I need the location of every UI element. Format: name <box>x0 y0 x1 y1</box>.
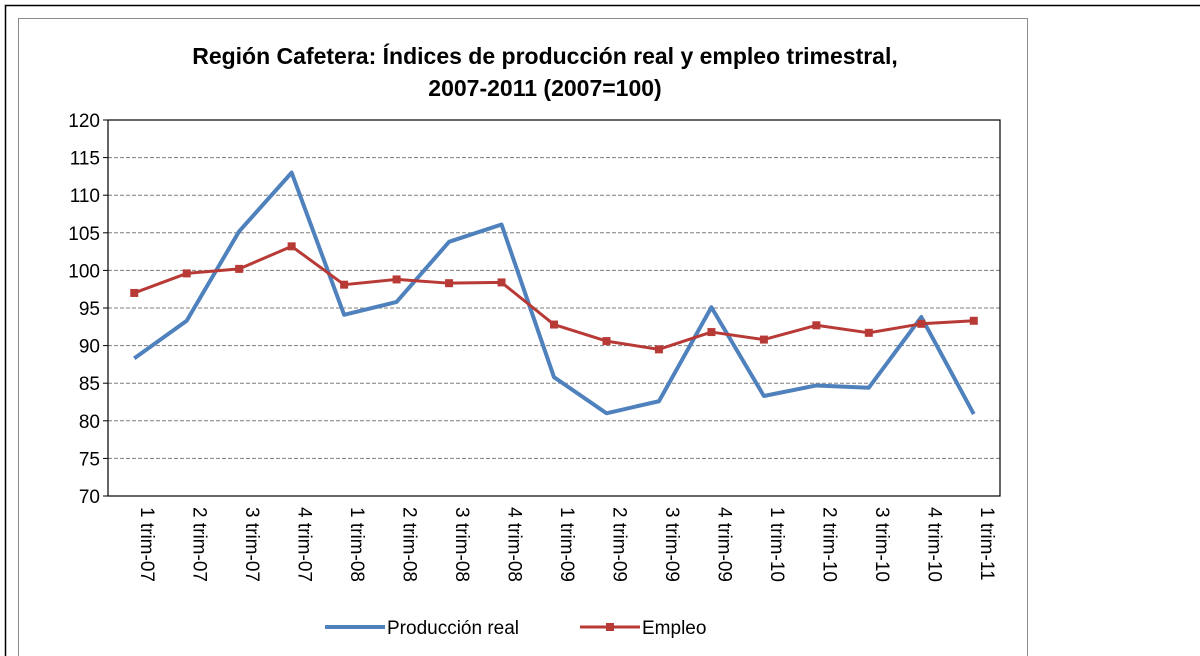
series-marker <box>812 321 821 330</box>
series-marker <box>287 242 296 251</box>
x-tick-label: 4 trim-10 <box>923 507 944 582</box>
series-marker <box>759 335 768 344</box>
series-marker <box>707 328 716 337</box>
y-tick-label: 75 <box>79 449 100 470</box>
legend-marker <box>606 623 614 631</box>
series-marker <box>917 319 926 328</box>
x-tick-label: 1 trim-07 <box>136 507 157 582</box>
x-tick-label: 2 trim-07 <box>189 507 210 582</box>
series-marker <box>130 288 139 297</box>
x-tick-label: 3 trim-10 <box>871 507 892 582</box>
y-tick-label: 115 <box>70 149 100 170</box>
x-tick-label: 2 trim-09 <box>608 507 629 582</box>
series-marker <box>969 316 978 325</box>
series-line <box>133 170 976 416</box>
x-tick-label: 2 trim-10 <box>818 507 839 582</box>
series-marker <box>340 280 349 289</box>
x-tick-label: 4 trim-09 <box>713 507 734 582</box>
legend-label: Producción real <box>387 618 519 639</box>
x-tick-label: 1 trim-09 <box>556 507 577 582</box>
y-tick-label: 110 <box>70 186 100 207</box>
chart-title: Región Cafetera: Índices de producción r… <box>192 43 898 101</box>
legend-label: Empleo <box>642 618 706 639</box>
series-marker <box>235 264 244 273</box>
x-tick-label: 3 trim-07 <box>241 507 262 582</box>
series-marker <box>445 279 454 288</box>
x-tick-label: 1 trim-10 <box>766 507 787 582</box>
y-tick-label: 80 <box>79 412 100 433</box>
y-tick-label: 120 <box>68 111 100 132</box>
x-tick-label: 3 trim-09 <box>661 507 682 582</box>
outer-frame <box>4 4 1200 656</box>
series-marker <box>654 345 663 354</box>
x-tick-label: 4 trim-07 <box>294 507 315 582</box>
y-tick-label: 70 <box>79 487 100 508</box>
series-marker <box>392 275 401 284</box>
x-tick-label: 1 trim-11 <box>976 507 997 581</box>
series-marker <box>602 337 611 346</box>
x-tick-label: 1 trim-08 <box>346 507 367 582</box>
chart-frame <box>18 18 1028 656</box>
x-tick-label: 3 trim-08 <box>451 507 472 582</box>
series-marker <box>182 269 191 278</box>
series-marker <box>550 320 558 329</box>
y-tick-label: 100 <box>68 261 100 282</box>
y-tick-label: 90 <box>79 337 100 358</box>
y-tick-label: 85 <box>79 374 100 395</box>
x-tick-label: 2 trim-08 <box>399 507 420 582</box>
y-tick-label: 105 <box>68 224 100 245</box>
plot-frame <box>107 119 1001 497</box>
y-tick-label: 95 <box>79 299 100 320</box>
x-tick-label: 4 trim-08 <box>504 507 525 582</box>
series-marker <box>864 328 873 337</box>
series-marker <box>497 278 506 287</box>
